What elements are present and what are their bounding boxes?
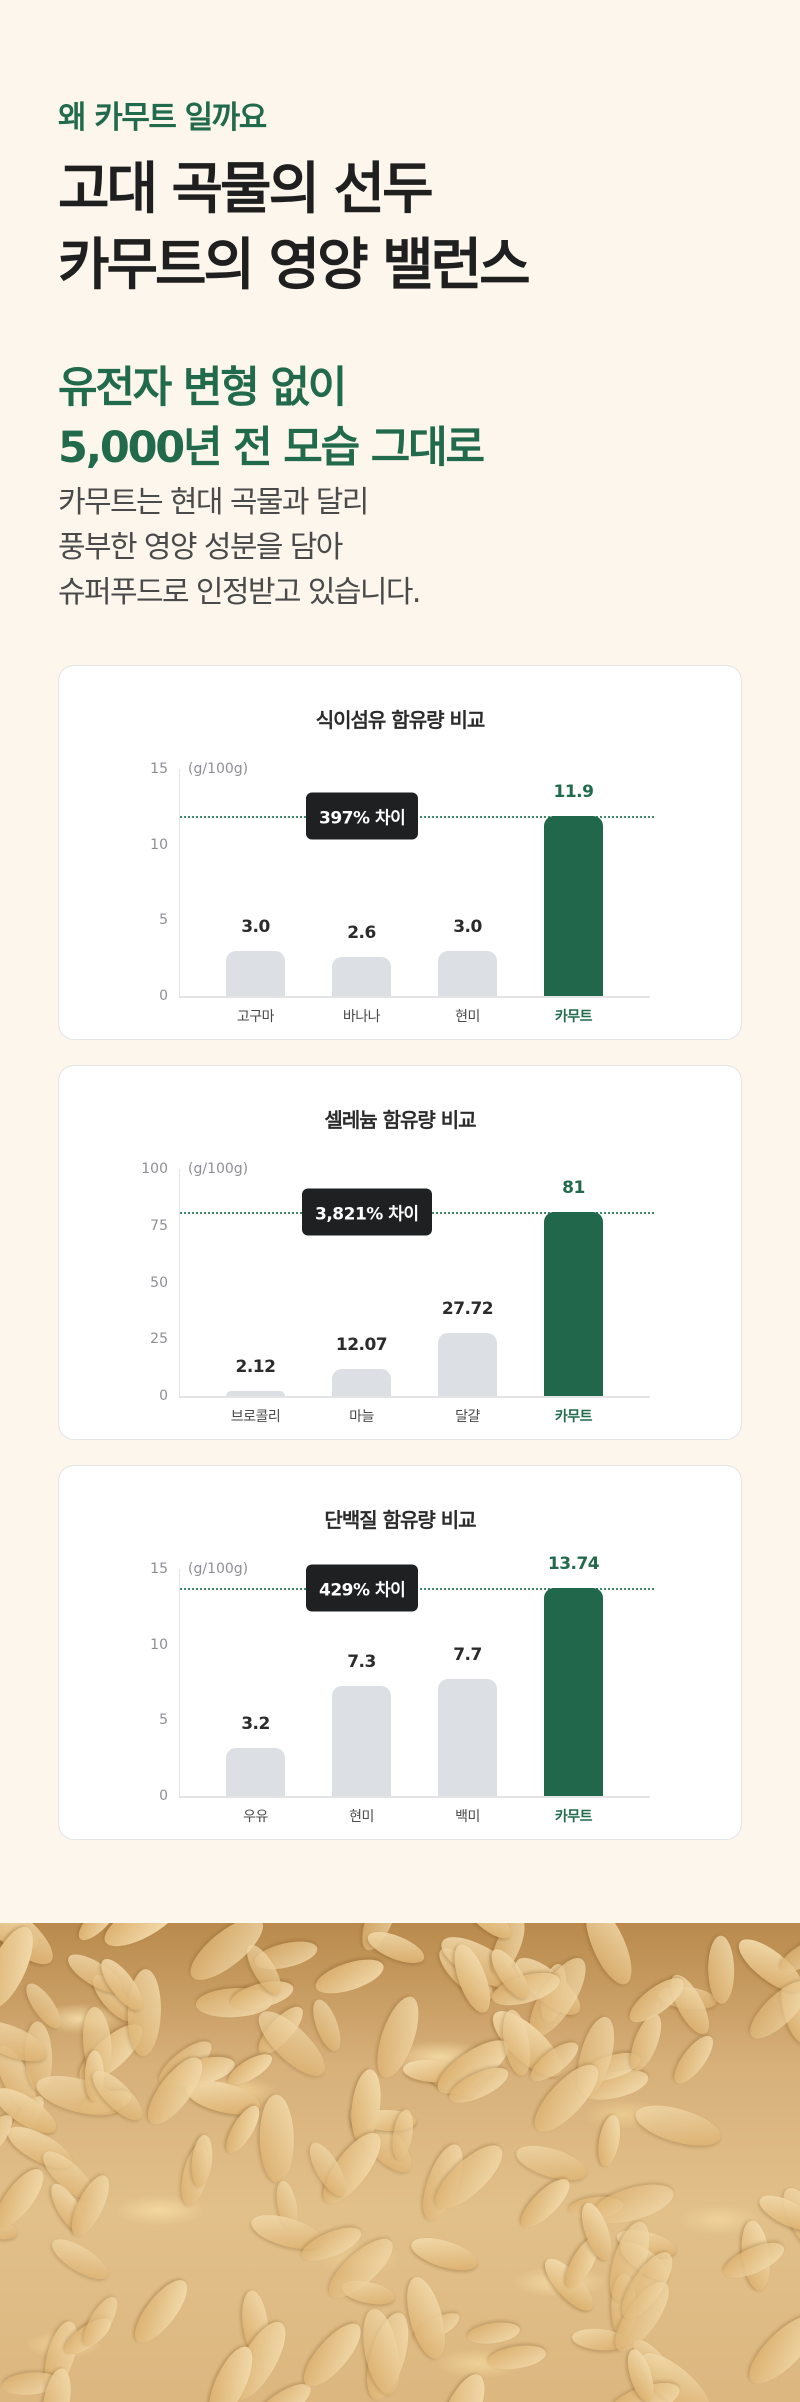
bar-마늘	[331, 1368, 391, 1396]
grain-shape	[428, 2368, 494, 2402]
x-category-label: 현미	[455, 1009, 480, 1025]
grain-shape	[295, 2315, 370, 2395]
x-category-label: 마늘	[349, 1409, 374, 1425]
bar-value-label: 12.07	[335, 1334, 388, 1355]
y-tick-label: 15	[150, 761, 168, 777]
chart-card-dietary-fiber: 식이섬유 함유량 비교 (g/100g) 0 5 10 15 397% 차이 3.0 고구마…	[58, 665, 742, 1040]
chart-card-selenium: 셀레늄 함유량 비교 (g/100g) 0 25 50 75 100 3,821% 차이 2…	[58, 1065, 742, 1440]
bar-value-label: 3.0	[453, 916, 482, 937]
bar-달걀	[437, 1333, 497, 1396]
x-category-label: 브로콜리	[230, 1409, 281, 1425]
grain-shape	[739, 2306, 800, 2394]
chart-title: 식이섬유 함유량 비교	[315, 708, 486, 732]
x-category-label: 현미	[349, 1809, 374, 1825]
y-tick-label: 25	[150, 1331, 168, 1348]
grain-shape	[513, 2171, 577, 2235]
x-category-label: 백미	[455, 1809, 480, 1825]
grain-shape	[576, 1923, 642, 1991]
bar-value-label: 27.72	[441, 1299, 494, 1320]
grain-shape	[486, 2341, 549, 2374]
difference-badge: 429% 차이	[306, 1564, 419, 1612]
chart-title: 단백질 함유량 비교	[324, 1508, 476, 1532]
bar-백미	[437, 1679, 497, 1796]
bar-value-label: 7.7	[453, 1645, 482, 1666]
kamut-grains-photo	[0, 1923, 800, 2402]
grain-shape	[77, 2292, 124, 2352]
chart-title: 셀레늄 함유량 비교	[324, 1108, 476, 1132]
body-line-1: 카무트는 현대 곡물과 달리	[58, 485, 369, 520]
unit-label: (g/100g)	[188, 1561, 249, 1577]
bar-value-label: 3.2	[241, 1713, 270, 1734]
y-tick-label: 0	[159, 1388, 168, 1404]
y-tick-label: 0	[159, 988, 168, 1004]
sub-headline-line-2: 5,000년 전 모습 그대로	[58, 423, 485, 473]
y-tick-label: 10	[150, 836, 168, 853]
y-tick-label: 15	[150, 1561, 168, 1577]
x-category-label: 바나나	[342, 1009, 381, 1025]
bar-고구마	[225, 950, 285, 996]
grain-shape	[407, 2231, 482, 2277]
x-category-label: 카무트	[554, 1009, 593, 1025]
grain-shape	[97, 1923, 188, 1956]
difference-badge: 397% 차이	[306, 792, 419, 840]
grain-shape	[707, 1935, 735, 2004]
bar-우유	[225, 1747, 285, 1796]
headline-line-1: 고대 곡물의 선두	[58, 157, 434, 222]
grain-shape	[126, 2272, 197, 2351]
chart-plot-area: (g/100g) 0 5 10 15 429% 차이 3.2 우유 7.3 현미 7.7 백미 13.…	[150, 1554, 654, 1825]
grain-shape	[631, 2097, 725, 2154]
unit-label: (g/100g)	[188, 1161, 249, 1177]
x-category-label: 고구마	[236, 1009, 275, 1025]
grain-shape	[311, 1952, 388, 2001]
grain-shape	[465, 2319, 521, 2347]
grain-shape	[668, 2030, 720, 2090]
grain-shape	[46, 2231, 114, 2286]
page-headline: 고대 곡물의 선두 카무트의 영양 밸런스	[58, 152, 531, 304]
section-eyebrow: 왜 카무트 일까요	[58, 100, 267, 136]
bar-현미	[331, 1685, 391, 1796]
bar-카무트	[543, 1588, 603, 1796]
y-tick-label: 5	[159, 1712, 168, 1729]
x-category-label: 카무트	[554, 1409, 593, 1425]
y-tick-label: 10	[150, 1636, 168, 1653]
bar-현미	[437, 950, 497, 996]
bar-value-label: 81	[562, 1178, 585, 1199]
body-line-2: 풍부한 영양 성분을 담아	[58, 530, 343, 565]
bar-브로콜리	[225, 1391, 285, 1396]
x-category-label: 카무트	[554, 1809, 593, 1825]
chart-plot-area: (g/100g) 0 25 50 75 100 3,821% 차이 2.12 브로콜리 12.0…	[141, 1161, 654, 1425]
grain-shape	[512, 2138, 592, 2187]
bar-바나나	[331, 956, 391, 996]
sub-headline: 유전자 변형 없이 5,000년 전 모습 그대로	[58, 358, 485, 478]
chart-card-protein: 단백질 함유량 비교 (g/100g) 0 5 10 15 429% 차이 3.2 우유 7.…	[58, 1465, 742, 1840]
grain-shape	[594, 2113, 624, 2169]
body-line-3: 슈퍼푸드로 인정받고 있습니다.	[58, 575, 421, 610]
x-category-label: 달걀	[455, 1409, 480, 1425]
bar-value-label: 3.0	[241, 916, 270, 937]
x-category-label: 우유	[243, 1809, 268, 1825]
difference-badge: 3,821% 차이	[302, 1188, 432, 1236]
grain-shape	[189, 2134, 215, 2189]
body-copy: 카무트는 현대 곡물과 달리 풍부한 영양 성분을 담아 슈퍼푸드로 인정받고 …	[58, 480, 421, 615]
y-tick-label: 100	[141, 1161, 168, 1177]
y-tick-label: 75	[150, 1217, 168, 1234]
bar-value-label: 13.74	[547, 1554, 600, 1575]
bar-value-label: 2.12	[235, 1357, 276, 1378]
unit-label: (g/100g)	[188, 761, 249, 777]
bar-value-label: 7.3	[347, 1651, 376, 1672]
chart-plot-area: (g/100g) 0 5 10 15 397% 차이 3.0 고구마 2.6 바나나 3.0 현미 1…	[150, 761, 654, 1025]
y-tick-label: 50	[150, 1274, 168, 1291]
grain-shape	[0, 2162, 52, 2234]
sub-headline-line-1: 유전자 변형 없이	[58, 363, 347, 413]
y-tick-label: 0	[159, 1788, 168, 1804]
y-tick-label: 5	[159, 912, 168, 929]
bar-value-label: 11.9	[553, 781, 594, 802]
grain-shape	[259, 2094, 295, 2184]
bar-카무트	[543, 815, 603, 996]
headline-line-2: 카무트의 영양 밸런스	[58, 233, 531, 298]
bar-value-label: 2.6	[347, 922, 376, 943]
bar-카무트	[543, 1212, 603, 1396]
